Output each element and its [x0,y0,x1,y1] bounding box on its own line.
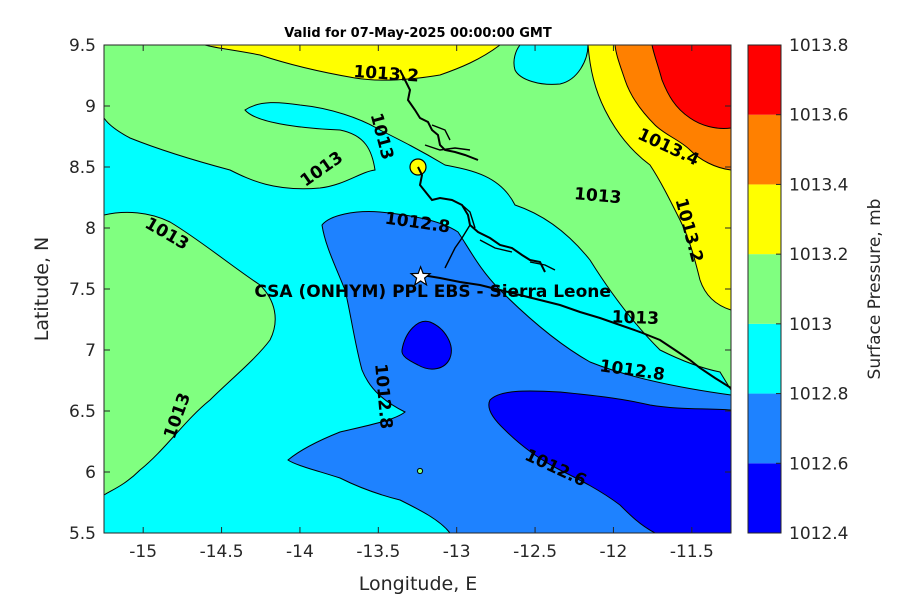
fill-1013-west [104,211,276,496]
x-tick-label: -12.5 [513,542,557,562]
y-axis-ticks: 9.5 9 8.5 8 7.5 7 6.5 6 5.5 [69,36,731,544]
colorbar-tick-label: 1013.6 [789,106,848,126]
y-tick-label: 5.5 [69,524,96,544]
colorbar-frame [747,44,782,534]
contour-label: 1013 [573,184,622,208]
fill-1012-8-north-patch [513,45,589,85]
colorbar-tick-label: 1012.8 [789,385,848,405]
colorbar-swatch [748,323,781,394]
colorbar-swatch [748,114,781,185]
contour-label: 1013 [611,307,659,329]
coastline [399,69,731,389]
colorbar-swatch [748,393,781,464]
small-contour-dot [416,467,424,475]
colorbar-label: Surface Pressure, mb [865,199,885,380]
colorbar-swatch [748,463,781,533]
contour-label: 1013.2 [353,62,420,87]
plot-area [104,45,731,533]
colorbar-tick-label: 1013.8 [789,36,848,56]
colorbar-tick-label: 1013.2 [789,245,848,265]
colorbar-tick-label: 1013 [789,315,832,335]
fill-1013-2-top [204,45,501,81]
fill-1012-4-small [401,320,452,370]
map-title: Valid for 07-May-2025 00:00:00 GMT [284,26,552,41]
x-tick-label: -13 [443,542,471,562]
x-tick-label: -14.5 [200,542,244,562]
coastline-detail [424,124,556,271]
x-tick-label: -13.5 [356,542,400,562]
y-tick-label: 8.5 [69,158,96,178]
fill-1013-6 [651,45,731,129]
y-tick-label: 9 [85,97,96,117]
site-marker-group: CSA (ONHYM) PPL EBS - Sierra Leone [254,265,611,302]
x-axis-label: Longitude, E [359,573,478,595]
y-tick-label: 6 [85,463,96,483]
colorbar-tick-label: 1013.4 [789,175,848,195]
site-star-icon [409,265,432,287]
colorbar-swatch [748,45,781,115]
colorbar-swatch [748,254,781,324]
x-axis-ticks: -15 -14.5 -14 -13.5 -13 -12.5 -12 -11.5 [129,45,714,562]
fill-1012-4-southeast [488,390,731,533]
colorbar-tick-label: 1012.4 [789,524,848,544]
x-tick-label: -11.5 [670,542,714,562]
y-tick-label: 9.5 [69,36,96,56]
site-label: CSA (ONHYM) PPL EBS - Sierra Leone [254,282,611,302]
colorbar: 1013.8 1013.6 1013.4 1013.2 1013 1012.8 1012.6… [747,36,848,544]
y-axis-label: Latitude, N [31,237,53,342]
x-tick-label: -14 [286,542,314,562]
fill-1013-north [104,45,731,391]
y-tick-label: 7 [85,341,96,361]
y-tick-label: 7.5 [69,280,96,300]
x-tick-label: -15 [129,542,157,562]
colorbar-tick-label: 1012.6 [789,454,848,474]
x-tick-label: -12 [600,542,628,562]
y-tick-label: 6.5 [69,402,96,422]
y-tick-label: 8 [85,219,96,239]
colorbar-swatch [748,184,781,255]
